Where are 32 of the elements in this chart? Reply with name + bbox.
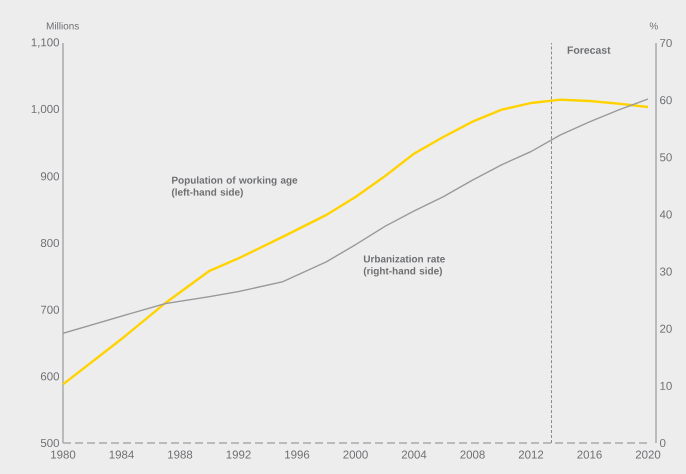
series-label: Urbanization rate (right-hand side) [364,255,445,276]
text: Population of working age (left-hand side) [172,176,298,198]
y2-tick-label: 30 [660,268,672,276]
x-tick-label: 2000 [343,450,368,459]
x-tick-label: 1992 [226,450,251,459]
x-tick-label: 2012 [518,450,544,459]
y2-tick-label: 40 [660,210,672,218]
x-tick-label: 1980 [51,450,76,459]
y-tick-label: 900 [40,172,60,180]
x-tick-label: 2016 [577,450,602,459]
y2-tick-label: 20 [660,324,672,333]
y-tick-label: 600 [40,372,60,380]
y-tick-label: 1,100 [32,38,60,48]
x-tick-label: 1996 [285,450,310,459]
ref-line-label: Forecast [568,46,610,54]
x-tick-label: 2008 [460,450,485,459]
y2-tick-label: 50 [660,153,672,162]
y-tick-label: 800 [40,238,60,248]
y-axis-title: Millions [46,22,79,30]
y-tick-label: 500 [40,438,60,448]
y2-tick-label: 70 [660,38,672,48]
y2-axis-title: % [650,22,658,30]
y-tick-label: 1,000 [32,104,60,114]
y2-tick-label: 10 [660,382,672,390]
y2-tick-label: 60 [660,96,672,104]
x-tick-label: 1984 [110,450,134,459]
x-tick-label: 2004 [402,450,426,459]
y-tick-label: 700 [40,306,60,314]
x-tick-label: 1988 [168,450,192,459]
x-tick-label: 2020 [636,450,660,459]
y2-tick-label: 0 [660,438,666,448]
line-series [62,98,650,386]
